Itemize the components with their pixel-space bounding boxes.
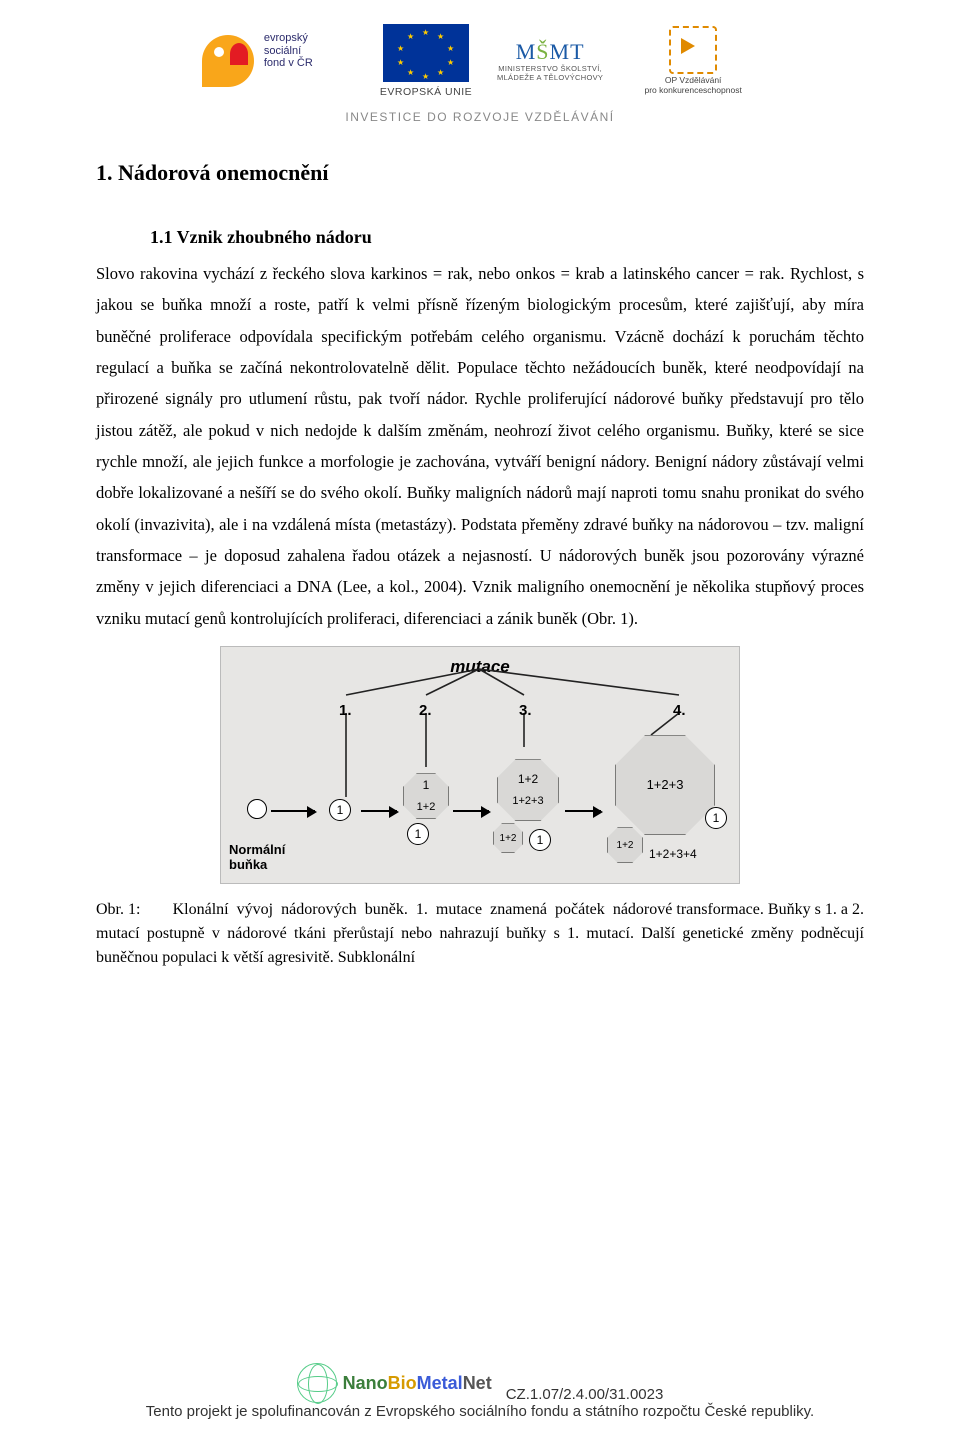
esf-line1: evropský: [264, 32, 308, 44]
content: 1. Nádorová onemocnění 1.1 Vznik zhoubné…: [96, 152, 864, 970]
oct-12: 1 1+2: [403, 773, 449, 819]
diagram-num-1: 1.: [339, 697, 352, 726]
eu-logo: ★ ★ ★ ★ ★ ★ ★ ★ ★ ★ EVROPSKÁ UNIE: [380, 24, 472, 98]
diagram-num-3: 3.: [519, 697, 532, 726]
oct-1234: 1+2+3: [615, 735, 715, 835]
diagram-num-2: 2.: [419, 697, 432, 726]
esf-line2: sociální: [264, 45, 301, 57]
esf-line3: fond v ČR: [264, 57, 313, 69]
mutation-diagram: mutace 1. 2. 3. 4.: [220, 646, 740, 884]
logo-net: Net: [463, 1373, 492, 1393]
esf-text: evropský sociální fond v ČR: [264, 32, 313, 70]
arrow-3: [453, 810, 489, 812]
cell-1b: 1: [407, 823, 429, 845]
subsection-title: 1.1 Vznik zhoubného nádoru: [150, 220, 864, 254]
msmt-caption: MINISTERSTVO ŠKOLSTVÍ, MLÁDEŽE A TĚLOVÝC…: [497, 65, 603, 82]
op-icon: [669, 26, 717, 74]
figure-1: mutace 1. 2. 3. 4.: [96, 646, 864, 884]
page: { "header": { "esf": { "line1": "evropsk…: [0, 0, 960, 1440]
label-1234: 1+2+3+4: [649, 843, 697, 866]
figure-caption: Obr. 1: Klonální vývoj nádorových buněk.…: [96, 898, 864, 970]
msmt-mark-icon: MŠMT: [516, 39, 585, 65]
page-footer: NanoBioMetalNet CZ.1.07/2.4.00/31.0023 T…: [0, 1363, 960, 1422]
diagram-num-4: 4.: [673, 697, 686, 726]
arrow-1: [271, 810, 315, 812]
project-code: CZ.1.07/2.4.00/31.0023: [506, 1386, 664, 1403]
funding-line: Tento projekt je spolufinancován z Evrop…: [146, 1403, 814, 1422]
op-caption: OP Vzdělávání pro konkurenceschopnost: [644, 76, 741, 96]
header-logo-strip: evropský sociální fond v ČR ★ ★ ★ ★ ★ ★ …: [96, 0, 864, 124]
arrow-4: [565, 810, 601, 812]
cell-1c: 1: [529, 829, 551, 851]
logo-metal: Metal: [417, 1373, 463, 1393]
logo-nano: Nano: [343, 1373, 388, 1393]
msmt-logo: MŠMT MINISTERSTVO ŠKOLSTVÍ, MLÁDEŽE A TĚ…: [490, 39, 610, 82]
arrow-2: [361, 810, 397, 812]
op-logo: OP Vzdělávání pro konkurenceschopnost: [628, 26, 758, 96]
esf-logo: evropský sociální fond v ČR: [202, 26, 362, 96]
section-title: 1. Nádorová onemocnění: [96, 152, 864, 194]
oct-12-small: 1+2: [493, 823, 523, 853]
nanobiometalnet-logo: NanoBioMetalNet: [297, 1363, 492, 1403]
invest-line: INVESTICE DO ROZVOJE VZDĚLÁVÁNÍ: [345, 110, 614, 124]
normal-cell-label: Normální buňka: [229, 843, 285, 873]
oct-12-small-4: 1+2: [607, 827, 643, 863]
logo-bio: Bio: [388, 1373, 417, 1393]
cell-1: 1: [329, 799, 351, 821]
globe-icon: [297, 1363, 337, 1403]
logo-row: evropský sociální fond v ČR ★ ★ ★ ★ ★ ★ …: [202, 24, 758, 98]
esf-icon: [202, 35, 254, 87]
normal-cell-icon: [247, 799, 267, 819]
eu-flag-icon: ★ ★ ★ ★ ★ ★ ★ ★ ★ ★: [383, 24, 469, 82]
cell-1d: 1: [705, 807, 727, 829]
eu-label: EVROPSKÁ UNIE: [380, 86, 472, 98]
body-paragraph: Slovo rakovina vychází z řeckého slova k…: [96, 258, 864, 634]
